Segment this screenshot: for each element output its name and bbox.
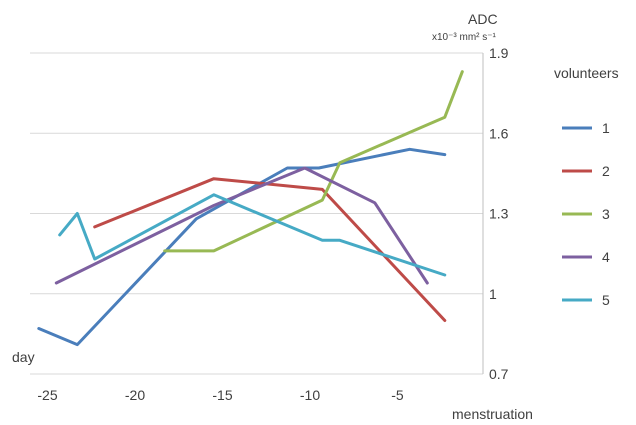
x-tick-labels: -25 -20 -15 -10 -5 [37,387,404,403]
x-tick-label: -5 [391,387,404,403]
legend: 1 2 3 4 5 [562,120,610,308]
day-label: day [12,349,35,365]
y-tick-label: 1.9 [489,45,509,61]
legend-label-2: 2 [602,163,610,179]
y-tick-label: 1.6 [489,125,509,141]
series-line-2 [93,177,447,322]
series-line-4 [54,166,429,285]
series-lines [37,70,464,347]
y-tick-label: 1 [489,286,497,302]
series-line-5 [58,193,447,277]
legend-label-5: 5 [602,292,610,308]
x-tick-label: -15 [212,387,232,403]
y-tick-labels: 0.7 1 1.3 1.6 1.9 [489,45,509,382]
x-tick-label: -25 [37,387,57,403]
legend-label-1: 1 [602,120,610,136]
y-axis-label: ADC [468,11,498,27]
x-axis-label: menstruation [452,406,533,422]
y-axis-unit: x10⁻³ mm² s⁻¹ [432,32,497,43]
series-line-3 [163,70,464,253]
series-line-1 [37,147,447,347]
legend-label-4: 4 [602,249,610,265]
legend-label-3: 3 [602,206,610,222]
y-tick-label: 1.3 [489,206,509,222]
x-tick-label: -10 [300,387,320,403]
y-tick-label: 0.7 [489,366,509,382]
legend-title: volunteers [554,65,619,81]
x-tick-label: -20 [125,387,145,403]
